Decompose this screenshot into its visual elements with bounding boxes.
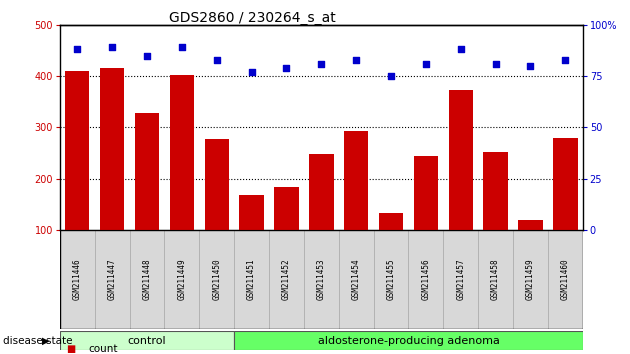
Bar	[65, 71, 89, 281]
Bar	[234, 230, 269, 329]
Text: GSM211459: GSM211459	[526, 259, 535, 301]
Bar	[100, 68, 124, 281]
Bar	[374, 230, 408, 329]
Text: GSM211447: GSM211447	[108, 259, 117, 301]
Point	[177, 45, 187, 50]
Text: GSM211448: GSM211448	[142, 259, 151, 301]
Point	[560, 57, 570, 63]
Bar	[408, 230, 444, 329]
Bar	[344, 131, 369, 281]
Bar	[60, 230, 94, 329]
Text: GSM211446: GSM211446	[73, 259, 82, 301]
Bar	[199, 230, 234, 329]
Point	[386, 73, 396, 79]
Text: disease state: disease state	[3, 336, 76, 346]
Bar	[164, 230, 199, 329]
Point	[525, 63, 536, 69]
Point	[455, 47, 466, 52]
Point	[316, 61, 326, 67]
Text: GSM211460: GSM211460	[561, 259, 570, 301]
Text: GSM211457: GSM211457	[456, 259, 465, 301]
Text: GSM211458: GSM211458	[491, 259, 500, 301]
Text: aldosterone-producing adenoma: aldosterone-producing adenoma	[318, 336, 500, 346]
Text: GDS2860 / 230264_s_at: GDS2860 / 230264_s_at	[169, 11, 335, 25]
Point	[351, 57, 361, 63]
Point	[491, 61, 501, 67]
Bar	[548, 230, 583, 329]
Bar	[339, 230, 374, 329]
Bar	[483, 152, 508, 281]
Bar	[478, 230, 513, 329]
Bar	[239, 195, 264, 281]
Text: GSM211450: GSM211450	[212, 259, 221, 301]
Text: GSM211452: GSM211452	[282, 259, 291, 301]
Bar	[304, 230, 339, 329]
Text: control: control	[128, 336, 166, 346]
Bar	[379, 213, 403, 281]
Bar	[205, 139, 229, 281]
Bar	[444, 230, 478, 329]
Point	[282, 65, 292, 71]
Text: GSM211453: GSM211453	[317, 259, 326, 301]
Bar	[414, 156, 438, 281]
Point	[246, 69, 256, 75]
Bar	[169, 75, 194, 281]
Text: GSM211455: GSM211455	[387, 259, 396, 301]
Bar	[274, 188, 299, 281]
Text: ▶: ▶	[42, 336, 50, 346]
Bar	[60, 331, 234, 350]
Bar	[553, 138, 578, 281]
Text: GSM211456: GSM211456	[421, 259, 430, 301]
Point	[421, 61, 431, 67]
Text: GSM211454: GSM211454	[352, 259, 360, 301]
Text: GSM211451: GSM211451	[247, 259, 256, 301]
Text: GSM211449: GSM211449	[178, 259, 186, 301]
Bar	[309, 154, 333, 281]
Point	[212, 57, 222, 63]
Text: count: count	[88, 344, 118, 354]
Bar	[518, 220, 542, 281]
Bar	[94, 230, 130, 329]
Bar	[130, 230, 164, 329]
Point	[72, 47, 83, 52]
Bar	[234, 331, 583, 350]
Bar	[513, 230, 548, 329]
Point	[142, 53, 152, 58]
Bar	[135, 113, 159, 281]
Point	[107, 45, 117, 50]
Bar	[449, 91, 473, 281]
Text: ■: ■	[66, 344, 76, 354]
Bar	[269, 230, 304, 329]
